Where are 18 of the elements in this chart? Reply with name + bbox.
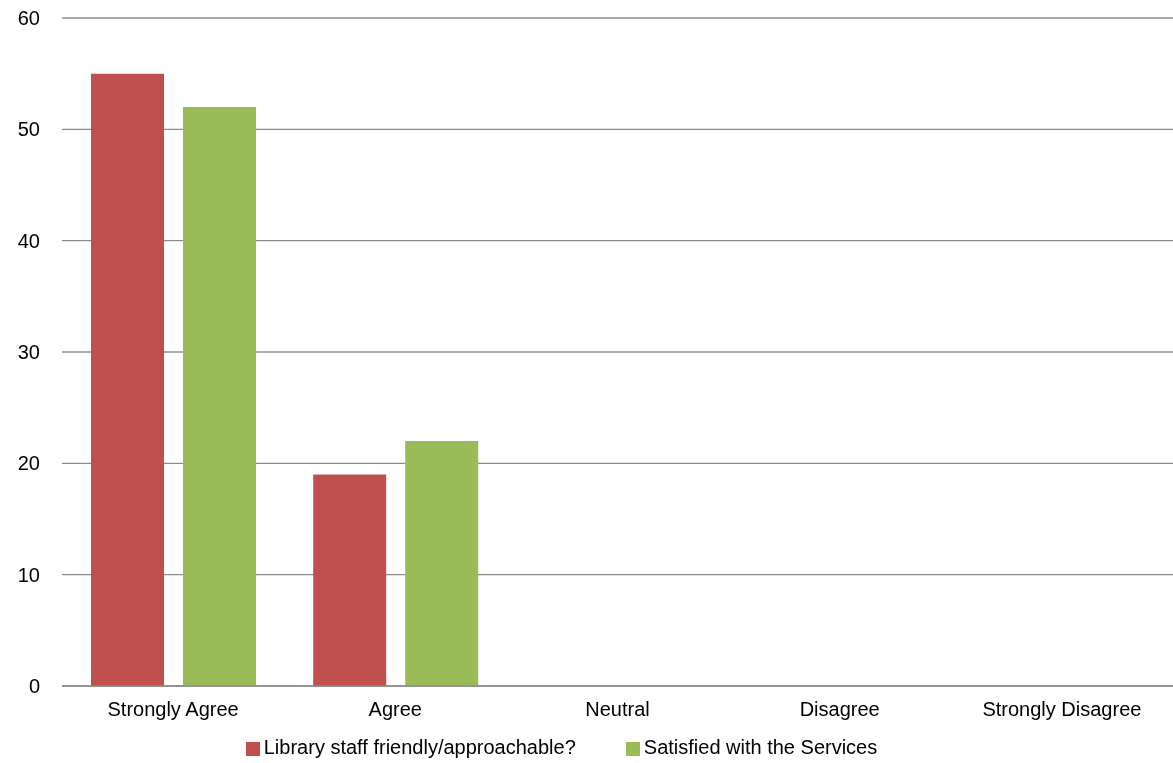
x-tick-label: Agree bbox=[368, 698, 422, 721]
x-tick-label: Neutral bbox=[585, 698, 650, 721]
legend-label: Library staff friendly/approachable? bbox=[263, 736, 576, 758]
x-tick-label: Strongly Disagree bbox=[982, 698, 1142, 721]
y-tick-label: 0 bbox=[28, 675, 40, 698]
y-tick-label: 20 bbox=[17, 452, 40, 475]
bar bbox=[405, 441, 479, 686]
y-tick-label: 10 bbox=[17, 563, 40, 586]
y-tick-label: 60 bbox=[17, 7, 40, 30]
y-tick-label: 30 bbox=[17, 341, 40, 364]
legend-label: Satisfied with the Services bbox=[643, 736, 878, 758]
bar bbox=[91, 73, 164, 686]
bar bbox=[183, 107, 256, 686]
y-tick-label: 40 bbox=[17, 229, 40, 252]
y-tick-label: 50 bbox=[17, 118, 40, 141]
bar bbox=[313, 474, 387, 686]
x-tick-label: Disagree bbox=[799, 698, 880, 721]
x-tick-label: Strongly Agree bbox=[107, 698, 239, 721]
